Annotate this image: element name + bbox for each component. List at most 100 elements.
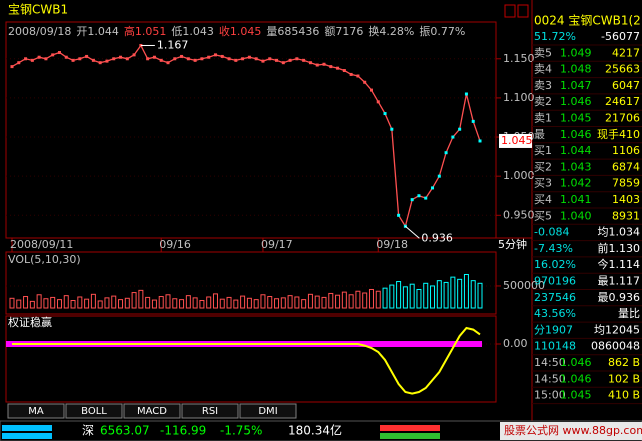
price-tick bbox=[51, 53, 55, 57]
tab[interactable] bbox=[239, 403, 297, 419]
tab[interactable] bbox=[123, 403, 181, 419]
price-tick bbox=[200, 57, 204, 61]
volume-title: VOL(5,10,30) bbox=[8, 253, 81, 266]
quote-cell: 1.040 bbox=[560, 209, 592, 222]
quote-cell: 51.72% bbox=[534, 30, 576, 43]
quote-cell: 102 B bbox=[608, 372, 640, 385]
volume-bar bbox=[402, 286, 408, 309]
info-item: 量685436 bbox=[266, 25, 319, 38]
info-item: 振0.77% bbox=[419, 24, 465, 38]
quote-cell: 现手410 bbox=[597, 127, 640, 141]
price-tick bbox=[302, 58, 306, 62]
y-tick-label: 1.150 bbox=[503, 52, 535, 65]
price-tick bbox=[119, 55, 123, 59]
volume-bar bbox=[375, 290, 381, 309]
quote-cell: 最1.117 bbox=[598, 275, 641, 288]
tab[interactable] bbox=[181, 403, 239, 419]
tab[interactable] bbox=[65, 403, 123, 419]
status-meter bbox=[380, 433, 440, 439]
volume-bar bbox=[430, 285, 436, 309]
quote-cell: 均12045 bbox=[594, 323, 640, 336]
quote-cell: 1.046 bbox=[560, 95, 592, 108]
tab-label[interactable]: BOLL bbox=[81, 406, 107, 417]
status-meter bbox=[2, 433, 52, 439]
info-line: 2008/09/18 开1.044 高1.051 低1.043 收1.045 量68543… bbox=[8, 24, 465, 38]
volume-bar bbox=[477, 282, 483, 309]
price-tick bbox=[471, 119, 475, 123]
volume-bar bbox=[145, 296, 151, 309]
quote-cell: 970196 bbox=[534, 275, 576, 288]
tab-label[interactable]: MA bbox=[28, 406, 44, 417]
volume-bar bbox=[111, 295, 117, 309]
current-price-box bbox=[499, 133, 532, 148]
volume-bar bbox=[16, 299, 22, 309]
quote-cell: -56077 bbox=[601, 30, 640, 43]
volume-bar bbox=[457, 278, 463, 309]
volume-bar bbox=[287, 295, 293, 309]
volume-bar bbox=[43, 298, 49, 309]
y-tick-label: 1.100 bbox=[503, 91, 535, 104]
quote-cell: 量比 bbox=[618, 307, 640, 320]
price-tick bbox=[342, 69, 346, 73]
quote-cell: 1.046 bbox=[560, 372, 592, 385]
quote-cell: 6047 bbox=[612, 79, 640, 92]
price-tick bbox=[213, 53, 217, 57]
quote-cell: 均1.034 bbox=[598, 226, 641, 239]
extreme-label: 1.167 bbox=[157, 38, 189, 51]
price-tick bbox=[247, 55, 251, 59]
tab[interactable] bbox=[7, 403, 65, 419]
volume-bar bbox=[470, 280, 476, 309]
quote-cell: 卖4 bbox=[534, 63, 552, 76]
price-tick bbox=[369, 88, 373, 92]
status-change: -116.99 bbox=[160, 424, 206, 438]
volume-bar bbox=[138, 289, 144, 309]
window-icon[interactable] bbox=[517, 4, 529, 18]
volume-bar bbox=[104, 297, 110, 309]
volume-bar bbox=[185, 295, 191, 309]
tab-label[interactable]: RSI bbox=[202, 406, 218, 417]
volume-bar bbox=[124, 297, 130, 309]
price-tick bbox=[193, 58, 197, 62]
price-tick bbox=[207, 55, 211, 59]
volume-bar bbox=[56, 299, 62, 309]
volume-bar bbox=[118, 299, 124, 309]
tab-label[interactable]: DMI bbox=[258, 406, 277, 417]
volume-bar bbox=[172, 298, 178, 309]
quote-cell: 卖3 bbox=[534, 79, 552, 92]
quote-cell: 14:50 bbox=[534, 372, 566, 385]
price-tick bbox=[44, 57, 48, 61]
quote-cell: 110148 bbox=[534, 340, 576, 353]
volume-bar bbox=[362, 292, 368, 309]
volume-bar bbox=[77, 296, 83, 309]
price-tick bbox=[424, 196, 428, 200]
window-icon[interactable] bbox=[504, 4, 516, 18]
volume-bar bbox=[382, 287, 388, 309]
volume-bar bbox=[253, 299, 259, 309]
price-tick bbox=[329, 65, 333, 69]
volume-bar bbox=[9, 297, 15, 309]
quote-cell: -7.43% bbox=[534, 242, 573, 255]
volume-bar bbox=[63, 295, 69, 309]
quote-cell: 21706 bbox=[605, 112, 640, 125]
quote-cell: 14:50 bbox=[534, 356, 566, 369]
quote-cell: -0.084 bbox=[534, 226, 569, 239]
price-tick bbox=[295, 57, 299, 61]
quote-cell: 1.044 bbox=[560, 144, 592, 157]
price-tick bbox=[451, 135, 455, 139]
quote-cell: 0860048 bbox=[591, 340, 640, 353]
quote-cell: 前1.130 bbox=[598, 241, 641, 255]
volume-bar bbox=[233, 299, 239, 309]
period-label: 5分钟 bbox=[498, 237, 527, 251]
status-meter bbox=[2, 425, 52, 431]
volume-bar bbox=[226, 296, 232, 309]
info-item: 开1.044 bbox=[76, 25, 119, 38]
price-tick bbox=[105, 59, 109, 63]
volume-bar bbox=[219, 298, 225, 309]
site-label[interactable]: 股票公式网 www.88gp.com bbox=[504, 424, 642, 437]
price-tick bbox=[268, 57, 272, 61]
volume-bar bbox=[90, 293, 96, 309]
price-tick bbox=[431, 186, 435, 190]
volume-bar bbox=[97, 300, 103, 309]
tab-label[interactable]: MACD bbox=[137, 406, 167, 417]
